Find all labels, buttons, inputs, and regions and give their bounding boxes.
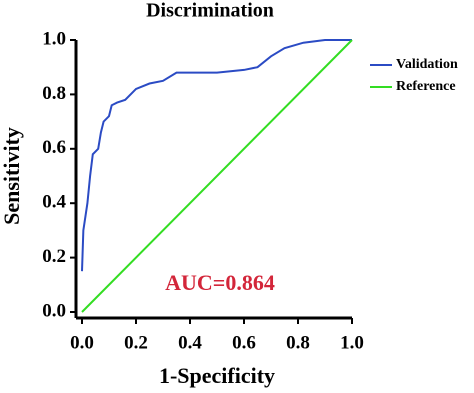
y-tick-label: 1.0 (42, 28, 66, 49)
x-tick-label: 0.0 (70, 332, 94, 353)
series-line (81, 39, 352, 272)
x-tick-label: 0.4 (178, 332, 202, 353)
x-tick-label: 0.6 (232, 332, 256, 353)
x-tick-label: 0.8 (286, 332, 310, 353)
y-tick-label: 0.8 (42, 83, 66, 104)
series-line (81, 39, 353, 313)
chart-title: Discrimination (146, 0, 274, 22)
x-axis-title: 1-Specificity (159, 363, 275, 388)
legend-label: Reference (396, 79, 456, 94)
y-tick-label: 0.0 (42, 300, 66, 321)
annotation: AUC=0.864 (165, 270, 275, 295)
legend-label: Validation (396, 57, 458, 72)
y-tick-label: 0.6 (42, 137, 66, 158)
y-tick-label: 0.2 (42, 246, 66, 267)
x-tick-label: 0.2 (124, 332, 148, 353)
x-tick-label: 1.0 (340, 332, 364, 353)
y-axis-title: Sensitivity (0, 127, 24, 225)
y-tick-label: 0.4 (42, 192, 66, 213)
